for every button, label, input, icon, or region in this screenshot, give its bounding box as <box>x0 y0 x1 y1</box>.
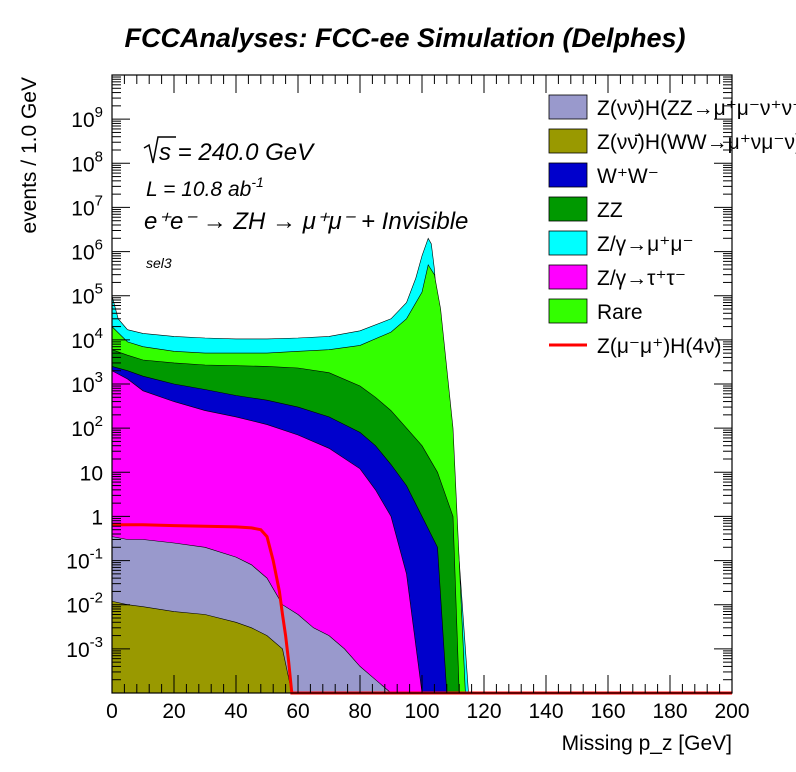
sqrt-s-annotation: s = 240.0 GeV <box>143 136 315 166</box>
legend-entry-label: Z(νν̄)H(ZZ→μ⁺μ⁻ν⁺ν⁻) <box>597 97 796 120</box>
legend-entry-label: Rare <box>597 301 643 324</box>
y-tick-label: 10-1 <box>66 546 103 574</box>
y-tick-label: 107 <box>71 192 103 220</box>
legend-swatch <box>548 196 588 222</box>
selection-text: sel3 <box>146 255 172 271</box>
lumi-annotation: L = 10.8 ab-1 <box>146 174 264 201</box>
sqrt-icon <box>143 136 176 164</box>
x-tick-label: 200 <box>714 700 749 723</box>
y-axis-label: events / 1.0 GeV <box>18 77 41 233</box>
y-tick-label: 102 <box>71 413 103 441</box>
y-tick-label: 103 <box>71 369 103 397</box>
legend-entry-label: Z/γ→τ⁺τ⁻ <box>597 267 686 290</box>
y-tick-label: 10-3 <box>66 634 103 662</box>
plot-area <box>111 74 733 695</box>
legend-swatch <box>548 162 588 188</box>
y-tick-label: 1 <box>91 506 103 529</box>
x-tick-label: 100 <box>404 700 439 723</box>
x-axis-label: Missing p_z [GeV] <box>562 732 732 755</box>
x-tick-label: 180 <box>652 700 687 723</box>
x-tick-label: 120 <box>466 700 501 723</box>
series-area-1 <box>111 600 293 694</box>
y-tick-label: 10 <box>80 462 103 485</box>
legend-entry-label: W⁺W⁻ <box>597 165 659 188</box>
x-tick-label: 160 <box>590 700 625 723</box>
x-tick-label: 40 <box>224 700 247 723</box>
legend: Z(νν̄)H(ZZ→μ⁺μ⁻ν⁺ν⁻) Z(νν̄)H(WW→μ⁺νμ⁻ν) W⁺… <box>548 94 796 358</box>
legend-swatch <box>548 298 588 324</box>
x-tick-label: 0 <box>106 700 118 723</box>
legend-entry-label: ZZ <box>597 199 623 222</box>
sqrt-s-text: s = 240.0 GeV <box>159 139 315 166</box>
y-tick-label: 106 <box>71 237 103 265</box>
legend-entry-label: Z(νν̄)H(WW→μ⁺νμ⁻ν) <box>597 131 796 154</box>
x-axis: 0 20 40 60 80 100 120 140 160 180 200 <box>106 75 750 723</box>
x-tick-label: 80 <box>348 700 371 723</box>
y-tick-label: 104 <box>71 325 103 353</box>
legend-entry-label: Z/γ→μ⁺μ⁻ <box>597 233 694 256</box>
x-tick-label: 140 <box>528 700 563 723</box>
x-tick-label: 20 <box>162 700 185 723</box>
legend-swatch <box>548 128 588 154</box>
y-axis: 10-3 10-2 10-1 1 10 102 103 104 105 106 107 108 109 <box>66 74 732 694</box>
process-text: e⁺e⁻ → ZH → μ⁺μ⁻ + Invisible <box>144 208 468 235</box>
series-line-7 <box>112 523 732 695</box>
chart-title: FCCAnalyses: FCC-ee Simulation (Delphes) <box>124 23 685 53</box>
legend-swatch <box>548 230 588 256</box>
y-tick-label: 105 <box>71 281 103 309</box>
legend-swatch <box>548 264 588 290</box>
legend-entry-label: Z(μ⁻μ⁺)H(4ν) <box>597 335 722 358</box>
legend-swatch <box>548 94 588 120</box>
y-tick-label: 108 <box>71 148 103 176</box>
y-tick-label: 10-2 <box>66 590 103 618</box>
x-tick-label: 60 <box>286 700 309 723</box>
y-tick-label: 109 <box>71 104 103 132</box>
annotations: s = 240.0 GeV L = 10.8 ab-1 e⁺e⁻ → ZH → … <box>143 136 468 271</box>
lumi-text: L = 10.8 ab-1 <box>146 174 264 201</box>
